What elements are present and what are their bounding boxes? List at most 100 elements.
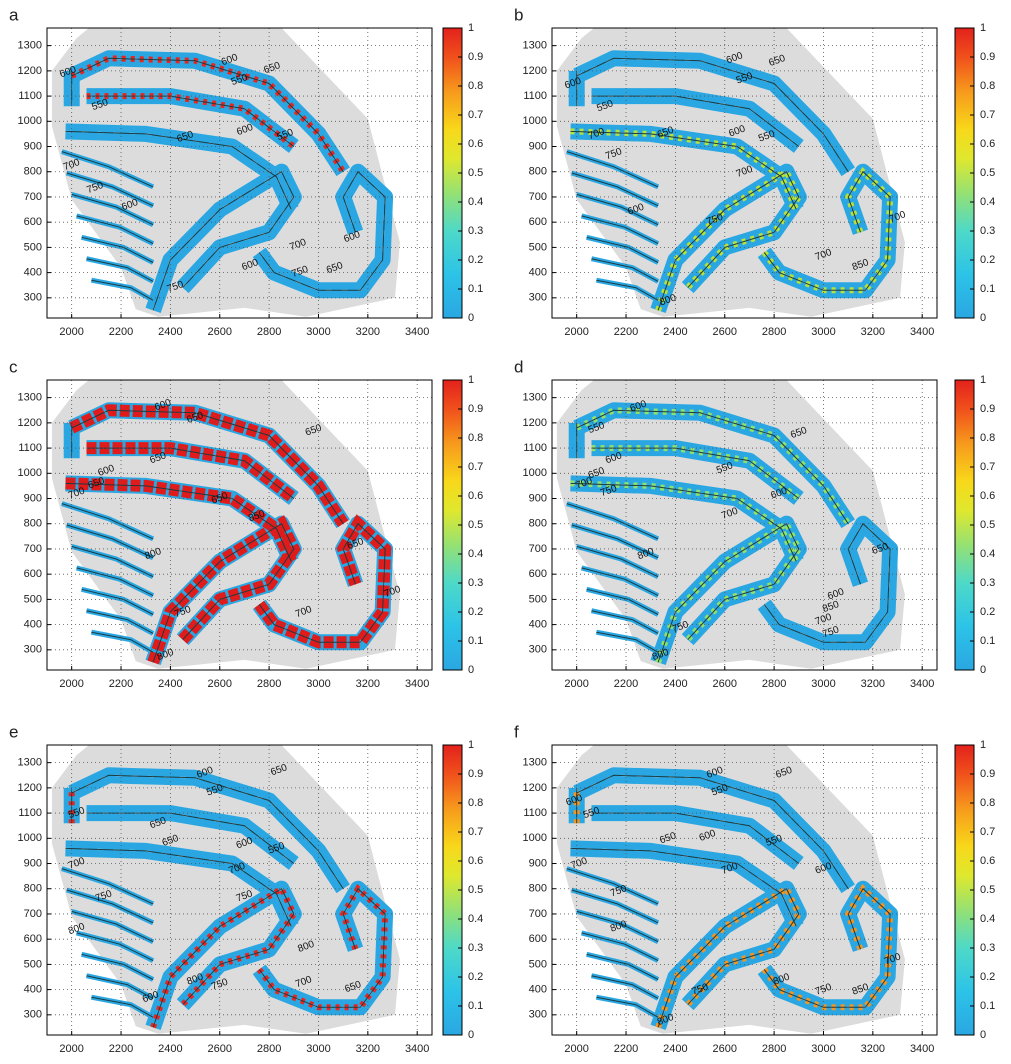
x-tick-label: 2200	[109, 678, 133, 690]
contour-label: 800	[658, 292, 678, 308]
contour-line	[596, 279, 659, 301]
contour-label: 550	[715, 460, 735, 476]
y-tick-label: 1200	[523, 65, 547, 77]
x-tick-label: 3000	[306, 1043, 330, 1055]
colorbar-tick-label: 0.6	[980, 490, 995, 502]
y-tick-label: 1000	[523, 115, 547, 127]
contour-line	[570, 482, 797, 562]
contour-line	[571, 172, 659, 207]
x-tick-label: 2000	[59, 1043, 83, 1055]
contour-label: 650	[587, 465, 607, 481]
colorbar-tick-label: 0.3	[980, 942, 995, 954]
axes-frame	[46, 744, 433, 1036]
x-tick-label: 3400	[910, 326, 934, 338]
contour-line	[596, 996, 659, 1018]
y-tick-label: 1200	[18, 417, 42, 429]
contour-label: 600	[725, 50, 745, 66]
x-tick-label: 3000	[306, 678, 330, 690]
x-tick-label: 3000	[811, 678, 835, 690]
y-tick-label: 700	[24, 543, 42, 555]
colorbar-tick-label: 0.1	[980, 283, 995, 295]
contour-label: 550	[757, 128, 777, 144]
contour-label: 750	[599, 483, 619, 499]
colorbar-tick-label: 0.1	[468, 1000, 483, 1012]
colorbar-tick-label: 0.2	[980, 606, 995, 618]
y-tick-label: 1300	[18, 40, 42, 52]
contour-label: 550	[764, 833, 784, 849]
contour-label: 550	[582, 805, 602, 821]
y-tick-label: 600	[24, 216, 42, 228]
contour-label: 800	[656, 1012, 676, 1028]
contour-label: 700	[814, 612, 834, 628]
x-tick-label: 2000	[564, 326, 588, 338]
y-tick-label: 900	[24, 857, 42, 869]
contour-label: 550	[267, 840, 287, 856]
contour-line	[66, 524, 154, 559]
contour-label: 700	[62, 157, 82, 173]
x-tick-label: 2600	[713, 326, 737, 338]
contour-label: 550	[90, 97, 110, 113]
colorbar-tick-label: 0.1	[980, 635, 995, 647]
colorbar-tick-label: 1	[980, 22, 986, 34]
y-tick-label: 400	[24, 984, 42, 996]
y-tick-label: 500	[24, 958, 42, 970]
contour-label: 600	[826, 586, 846, 602]
contour-label: 800	[156, 647, 176, 663]
contour-line	[576, 545, 659, 578]
axes-frame	[46, 379, 433, 671]
contour-label: 550	[735, 70, 755, 86]
contour-label: 650	[176, 129, 196, 145]
contour-line	[657, 887, 800, 1028]
contour-label: 600	[240, 257, 260, 273]
contour-label: 600	[141, 989, 161, 1005]
contour-label: 750	[290, 264, 310, 280]
contour-label: 550	[587, 420, 607, 436]
colorbar-tick-label: 0.7	[980, 109, 995, 121]
contour-label: 650	[161, 833, 181, 849]
x-tick-label: 2200	[109, 326, 133, 338]
contour-label: 650	[346, 536, 366, 552]
x-tick-label: 3200	[356, 326, 380, 338]
contour-line	[576, 193, 659, 226]
contour-label: 700	[227, 861, 247, 877]
colorbar-tick-label: 0.6	[980, 855, 995, 867]
contour-line	[581, 567, 659, 597]
contour-line	[258, 170, 386, 291]
y-tick-label: 300	[24, 292, 42, 304]
colorbar-tick-label: 0	[980, 312, 986, 324]
contour-label: 600	[629, 398, 649, 414]
contour-label: 800	[609, 919, 629, 935]
colorbar-tick-label: 0	[980, 1029, 986, 1041]
y-tick-label: 900	[24, 140, 42, 152]
colorbar-tick-label: 0.9	[468, 768, 483, 780]
colorbar-tick-label: 0	[468, 312, 474, 324]
y-tick-label: 700	[529, 191, 547, 203]
contour-line	[591, 95, 800, 147]
y-tick-label: 900	[529, 492, 547, 504]
colorbar-tick-label: 0.8	[468, 432, 483, 444]
colorbar-tick-label: 0.9	[980, 403, 995, 415]
colorbar-tick-label: 0	[980, 664, 986, 676]
contour-line	[91, 996, 154, 1018]
panel-letter: b	[514, 5, 523, 24]
contour-label: 600	[727, 123, 747, 139]
panel-letter: d	[514, 357, 523, 376]
colorbar-tick-label: 0.6	[468, 138, 483, 150]
contour-line	[76, 567, 154, 597]
contour-label: 650	[343, 979, 363, 995]
contour-line	[570, 130, 797, 210]
contour-line	[591, 447, 800, 499]
colorbar-tick-label: 0.2	[980, 254, 995, 266]
colorbar-tick-label: 0.4	[980, 913, 995, 925]
panel: b 2000 2200 2400 2600 2800 3000 3200 3400 300 400 5…	[514, 5, 995, 337]
y-tick-label: 500	[24, 241, 42, 253]
colorbar-tick-label: 0.6	[980, 138, 995, 150]
y-tick-label: 1000	[523, 832, 547, 844]
contour-label: 700	[574, 475, 594, 491]
x-tick-label: 2400	[158, 1043, 182, 1055]
contour-line	[91, 631, 154, 653]
colorbar-tick-label: 0.2	[980, 971, 995, 983]
y-tick-label: 500	[529, 593, 547, 605]
contour-line	[65, 482, 292, 562]
contour-label: 700	[288, 237, 308, 253]
